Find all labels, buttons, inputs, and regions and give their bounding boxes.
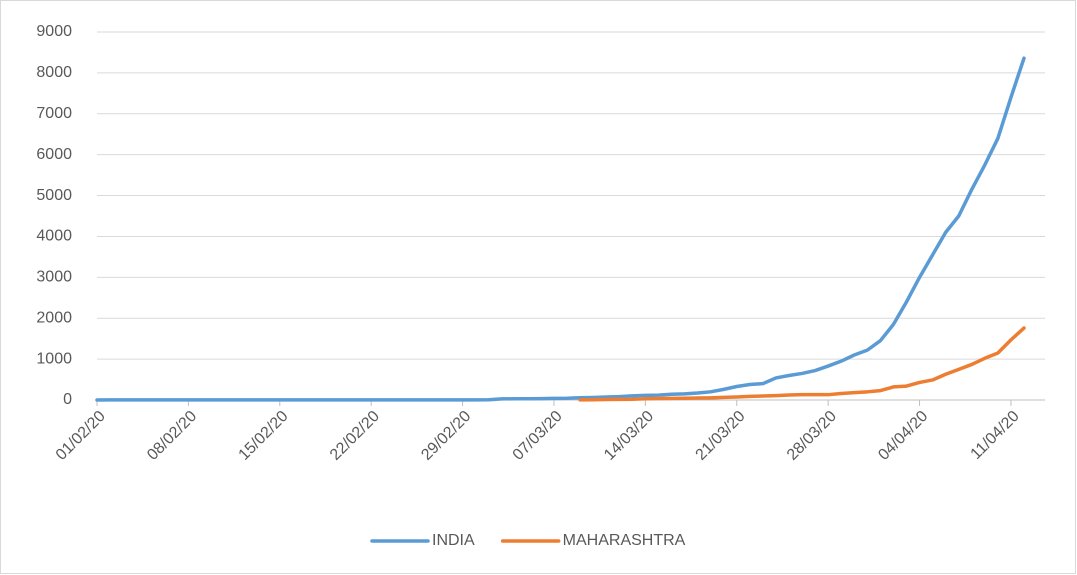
series-line xyxy=(95,56,1026,402)
legend-label: MAHARASHTRA xyxy=(563,532,686,549)
y-tick-label: 9000 xyxy=(36,23,72,40)
y-tick-label: 3000 xyxy=(36,269,72,286)
y-tick-label: 0 xyxy=(63,391,72,408)
y-tick-label: 1000 xyxy=(36,350,72,367)
y-tick-label: 7000 xyxy=(36,105,72,122)
y-tick-label: 8000 xyxy=(36,64,72,81)
series-line xyxy=(578,326,1026,402)
y-tick-label: 2000 xyxy=(36,309,72,326)
y-tick-label: 4000 xyxy=(36,228,72,245)
y-tick-label: 6000 xyxy=(36,146,72,163)
y-tick-label: 5000 xyxy=(36,187,72,204)
legend-label: INDIA xyxy=(432,532,475,549)
